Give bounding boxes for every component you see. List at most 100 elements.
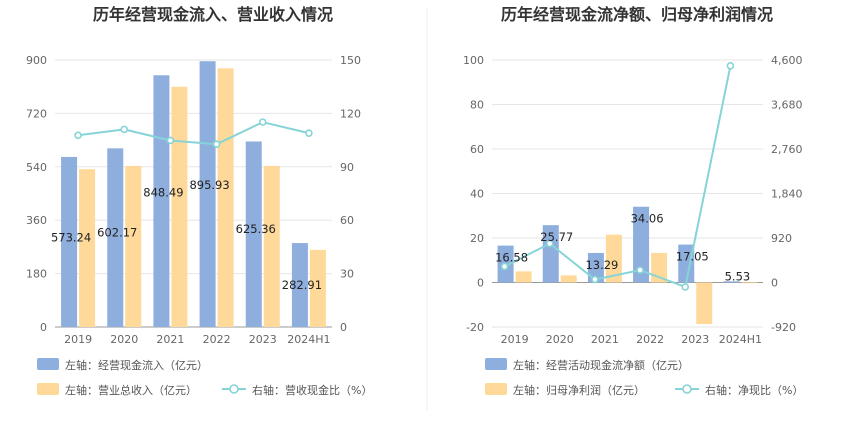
data-label-2021: 848.49	[143, 186, 183, 200]
bar-secondary-2020	[560, 275, 577, 283]
legend-label-line: 右轴：营收现金比（%）	[252, 383, 372, 397]
right-axis-tick: 120	[340, 107, 361, 120]
left-axis-tick: -20	[466, 321, 484, 334]
bar-inflow-2019	[61, 156, 78, 327]
bar-secondary-2024H1	[741, 282, 758, 284]
data-label-2023: 625.36	[236, 222, 276, 236]
ratio-line	[504, 65, 732, 289]
left-axis-tick: 720	[26, 107, 47, 120]
data-label-2020: 25.77	[540, 230, 573, 244]
bar-inflow-2021	[153, 75, 170, 327]
right-axis-tick: 920	[771, 232, 792, 245]
x-axis-tick: 2019	[501, 333, 529, 346]
bar-secondary-2020	[125, 165, 142, 327]
left-axis-tick: 40	[470, 188, 484, 201]
bar-inflow-2020	[542, 225, 559, 283]
bar-inflow-2024H1	[723, 281, 740, 283]
right-axis-tick: 60	[340, 214, 354, 227]
legend-label-line: 右轴：净现比（%）	[705, 383, 803, 397]
ratio-point-2021	[166, 136, 175, 145]
x-axis-tick: 2021	[591, 333, 619, 346]
ratio-point-2020	[545, 239, 554, 248]
right-axis-tick: 30	[340, 268, 354, 281]
left-axis-tick: 900	[26, 54, 47, 67]
left-axis-tick: 540	[26, 161, 47, 174]
left-axis-tick: 0	[477, 277, 484, 290]
legend-label-bar1: 左轴：经营活动现金流净额（亿元）	[513, 358, 689, 372]
x-axis-tick: 2022	[636, 333, 664, 346]
ratio-point-2024H1	[726, 62, 735, 70]
legend-swatch-line-marker	[229, 384, 239, 394]
legend-label-bar1: 左轴：经营现金流入（亿元）	[65, 358, 208, 372]
bar-inflow-2023	[245, 141, 262, 327]
left-axis-tick: 80	[470, 99, 484, 112]
data-label-2019: 16.58	[495, 251, 528, 265]
bar-inflow-2024H1	[291, 243, 308, 327]
legend-swatch-bar1	[37, 358, 59, 370]
right-axis-tick: 4,600	[771, 54, 803, 67]
ratio-point-2021	[591, 275, 599, 284]
x-axis-tick: 2021	[156, 333, 184, 346]
bar-inflow-2021	[587, 252, 604, 283]
left-axis-tick: 180	[26, 268, 47, 281]
ratio-point-2023	[258, 118, 267, 126]
right-axis-tick: 2,760	[771, 143, 803, 156]
x-axis-tick: 2023	[249, 333, 277, 346]
x-axis-tick: 2020	[546, 333, 574, 346]
ratio-point-2022	[636, 266, 644, 274]
chart-2: 历年经营现金流净额、归母净利润情况 -20 0 20 40 60 80 100 -920 0 920…	[463, 5, 803, 397]
bar-inflow-2020	[107, 148, 124, 327]
data-label-2024H1: 5.53	[725, 270, 751, 284]
left-axis-tick: 360	[26, 214, 47, 227]
bar-secondary-2022	[217, 68, 234, 327]
legend-swatch-bar2	[37, 383, 59, 395]
data-label-2021: 13.29	[585, 258, 618, 272]
bar-secondary-2023	[263, 165, 280, 327]
bar-secondary-2021	[605, 234, 622, 283]
bar-secondary-2024H1	[309, 249, 326, 327]
bar-secondary-2019	[515, 271, 532, 283]
bar-inflow-2023	[678, 244, 695, 283]
legend-swatch-line-marker	[682, 384, 692, 394]
chart-title: 历年经营现金流入、营业收入情况	[93, 5, 333, 24]
right-axis-tick: 90	[340, 161, 354, 174]
right-axis-tick: 150	[340, 54, 361, 67]
x-axis-tick: 2019	[64, 333, 92, 346]
ratio-line	[77, 121, 310, 146]
right-axis-tick: 1,840	[771, 188, 803, 201]
ratio-point-2019	[74, 131, 82, 140]
right-axis-tick: 0	[340, 321, 347, 334]
legend-label-bar2: 左轴：归母净利润（亿元）	[513, 383, 645, 397]
x-axis-tick: 2020	[110, 333, 138, 346]
legend-swatch-bar2	[485, 383, 507, 395]
ratio-point-2023	[681, 283, 690, 291]
ratio-point-2022	[212, 140, 221, 148]
data-label-2019: 573.24	[51, 230, 91, 244]
left-axis-tick: 60	[470, 143, 484, 156]
left-axis-tick: 20	[470, 232, 484, 245]
right-axis-tick: 3,680	[771, 99, 803, 112]
legend-label-bar2: 左轴：营业总收入（亿元）	[65, 383, 197, 397]
bar-secondary-2023	[696, 282, 713, 325]
ratio-point-2019	[500, 262, 509, 271]
left-axis-tick: 0	[40, 321, 47, 334]
x-axis-tick: 2024H1	[287, 333, 330, 346]
x-axis-tick: 2023	[681, 333, 709, 346]
data-label-2023: 17.05	[676, 250, 709, 264]
bar-secondary-2019	[79, 169, 96, 327]
legend-swatch-bar1	[485, 358, 507, 370]
x-axis-tick: 2022	[203, 333, 231, 346]
data-label-2022: 895.93	[189, 178, 229, 192]
ratio-point-2024H1	[305, 129, 313, 137]
data-label-2020: 602.17	[97, 226, 137, 240]
bar-inflow-2022	[633, 206, 650, 283]
left-axis-tick: 100	[463, 54, 484, 67]
bar-secondary-2021	[171, 86, 188, 327]
x-axis-tick: 2024H1	[719, 333, 762, 346]
bar-inflow-2022	[199, 61, 216, 328]
chart-1: 历年经营现金流入、营业收入情况 0 180 360 540 720 900 0 30 60 90 12…	[26, 5, 372, 397]
data-label-2022: 34.06	[631, 212, 664, 226]
chart-title: 历年经营现金流净额、归母净利润情况	[501, 5, 773, 24]
